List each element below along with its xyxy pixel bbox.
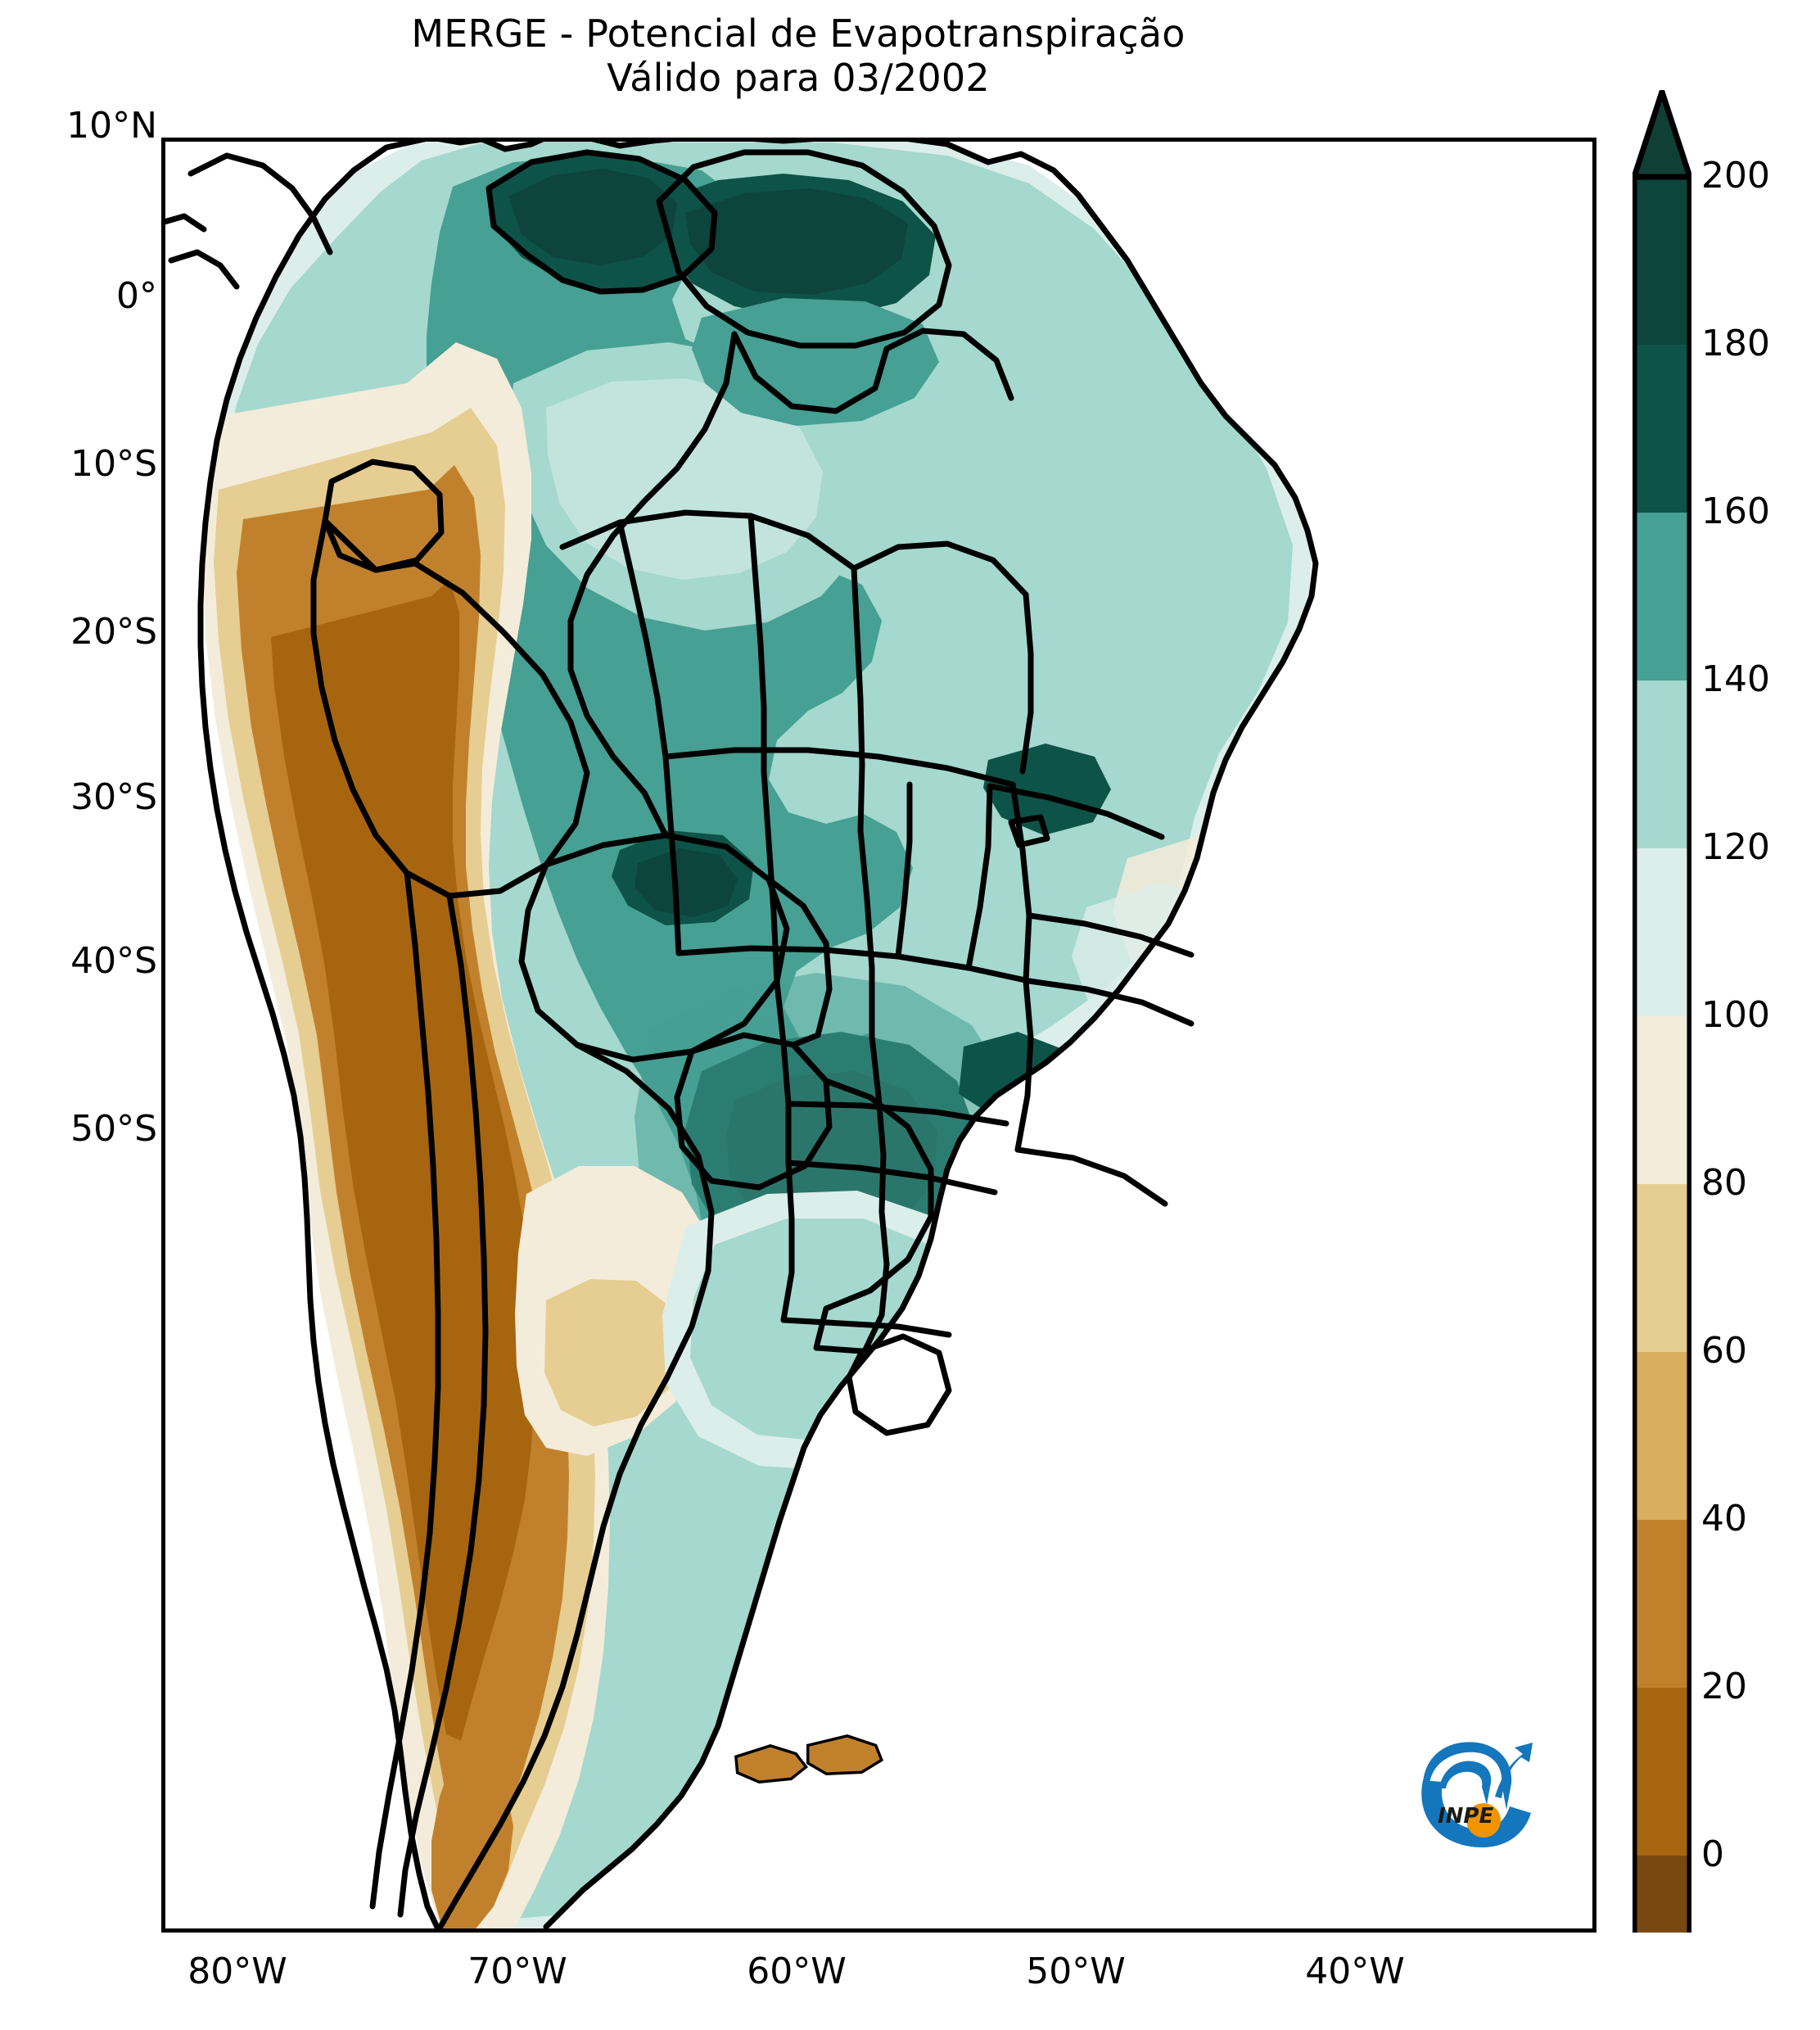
orange-circle bbox=[1466, 1803, 1501, 1838]
hook-shape bbox=[1439, 1761, 1492, 1805]
swoosh-shape bbox=[1421, 1780, 1531, 1847]
figure-title: MERGE - Potencial de Evapotranspiração V… bbox=[0, 11, 1596, 101]
inpe-logo-mark: INPE bbox=[1421, 1742, 1533, 1847]
x-tick-label: 60°W bbox=[747, 1951, 847, 1992]
x-tick-label: 80°W bbox=[187, 1951, 287, 1992]
country-borders bbox=[165, 142, 1319, 1928]
title-line-1: MERGE - Potencial de Evapotranspiração bbox=[411, 11, 1185, 56]
colorbar: 200 180 160 140 120 100 80 60 40 20 0 bbox=[1633, 90, 1770, 1933]
ocean-mask bbox=[165, 142, 1592, 1928]
colorbar-gradient bbox=[1633, 90, 1691, 1933]
inpe-logo: INPE bbox=[1410, 1738, 1533, 1854]
inpe-wordmark: INPE bbox=[1438, 1804, 1493, 1829]
x-tick-label: 70°W bbox=[467, 1951, 567, 1992]
x-tick-label: 50°W bbox=[1026, 1951, 1126, 1992]
title-line-2: Válido para 03/2002 bbox=[607, 56, 990, 101]
colorbar-extend-arrow bbox=[1633, 90, 1691, 180]
south-america-evapotranspiration-map bbox=[165, 142, 1592, 1928]
map-plot-area bbox=[161, 138, 1596, 1933]
x-tick-label: 40°W bbox=[1305, 1951, 1405, 1992]
orbit-shape bbox=[1423, 1742, 1512, 1810]
